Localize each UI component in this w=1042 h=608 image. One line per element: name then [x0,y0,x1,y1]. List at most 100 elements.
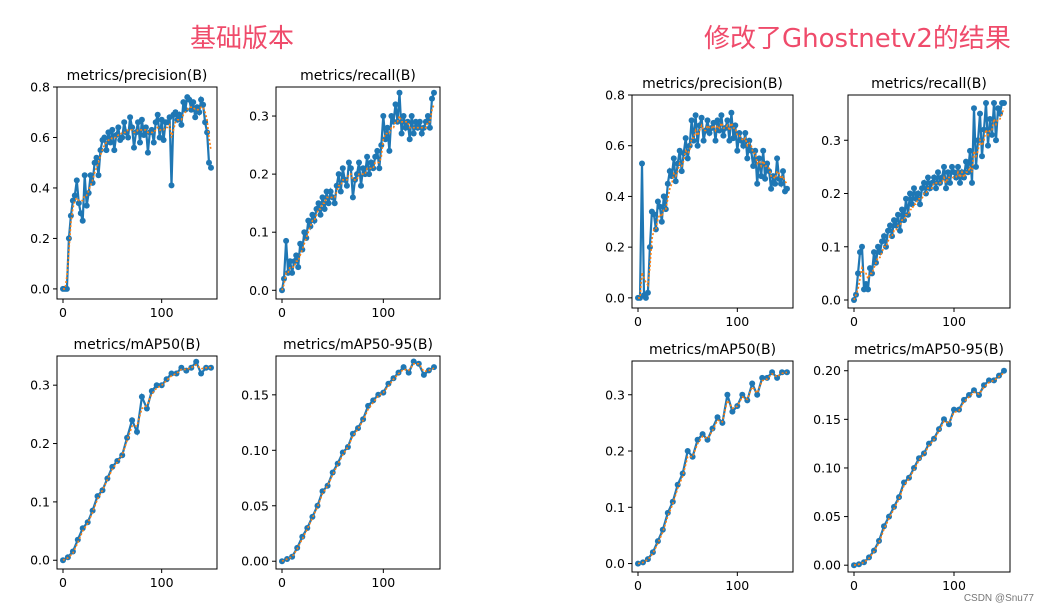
y-tick-label: 0.10 [813,460,841,475]
x-tick-label: 0 [278,305,286,320]
data-point [313,206,320,212]
smooth-line [638,120,788,299]
y-tick-label: 0.00 [241,554,269,569]
data-point [129,417,136,424]
data-point [769,369,776,376]
data-point [639,160,645,167]
data-point [684,448,691,454]
data-point [168,370,175,377]
data-point [124,434,131,441]
data-point [388,113,395,119]
data-point [933,185,939,192]
smooth-line [853,108,1005,301]
data-point [875,243,881,250]
data-point [927,185,933,192]
data-point [178,364,185,371]
data-point [341,176,348,183]
data-point [370,397,377,404]
y-tick-label: 0.0 [605,290,625,305]
chart-title: metrics/mAP50(B) [649,342,776,358]
data-point [700,137,707,144]
data-point [301,229,308,236]
data-point [144,149,151,156]
smooth-line [281,362,435,562]
y-tick-label: 0.2 [605,240,625,255]
data-point [871,249,877,256]
data-point [981,382,987,389]
data-point [289,269,296,276]
y-tick-label: 0.0 [605,556,625,571]
data-point [903,195,909,202]
data-point [955,163,961,170]
y-tick-label: 0.4 [605,189,625,204]
data-point [674,160,681,167]
data-point [660,193,667,200]
data-point [921,450,927,457]
data-point [889,233,895,240]
data-point [780,168,786,175]
data-point [345,159,352,166]
data-point [319,194,326,201]
y-tick-label: 0.2 [30,436,50,451]
y-tick-label: 0.3 [249,109,269,124]
data-point [749,380,756,387]
data-point [384,124,391,131]
data-point [375,391,382,398]
y-tick-label: 0.00 [813,558,841,573]
x-tick-label: 100 [942,314,966,329]
data-point [654,538,661,545]
data-point [164,119,171,126]
x-tick-label: 100 [725,314,749,329]
data-point [729,408,736,415]
data-point [109,126,116,133]
data-point [360,165,367,172]
data-point [744,155,751,162]
data-point [945,169,951,176]
y-tick-label: 0.0 [30,281,50,296]
series-line [280,92,436,291]
data-point [140,132,147,138]
data-point [418,130,425,137]
data-point [356,159,362,166]
data-point [883,243,889,250]
data-point [160,137,167,143]
data-point [764,160,771,167]
data-point [961,396,967,403]
watermark: CSDN @Snu77 [963,593,1034,604]
data-point [79,217,86,224]
data-point [728,109,735,116]
axes-frame [847,94,1011,309]
data-point [897,227,903,234]
data-point [776,175,783,182]
data-point [152,119,159,126]
data-point [305,217,312,224]
data-point [63,285,70,292]
data-point [107,139,114,146]
data-point [742,130,749,136]
data-point [778,180,784,187]
data-point [926,440,932,447]
data-point [337,188,344,195]
data-point [198,370,205,377]
data-point [698,114,705,121]
data-point [966,392,972,398]
y-tick-label: 0.0 [821,293,841,308]
data-point [863,281,869,287]
data-point [957,179,963,186]
data-point [374,147,381,154]
data-point [416,118,423,125]
data-point [134,428,140,435]
data-point [881,233,887,240]
data-point [976,392,982,398]
x-tick-label: 0 [59,575,67,590]
data-point [137,139,143,146]
data-point [206,159,212,166]
data-point [295,264,302,271]
data-point [774,155,781,162]
data-point [656,203,663,210]
data-point [190,99,197,106]
y-tick-label: 0.2 [605,444,625,459]
data-point [329,469,336,476]
data-point [642,294,649,301]
data-point [967,147,973,154]
